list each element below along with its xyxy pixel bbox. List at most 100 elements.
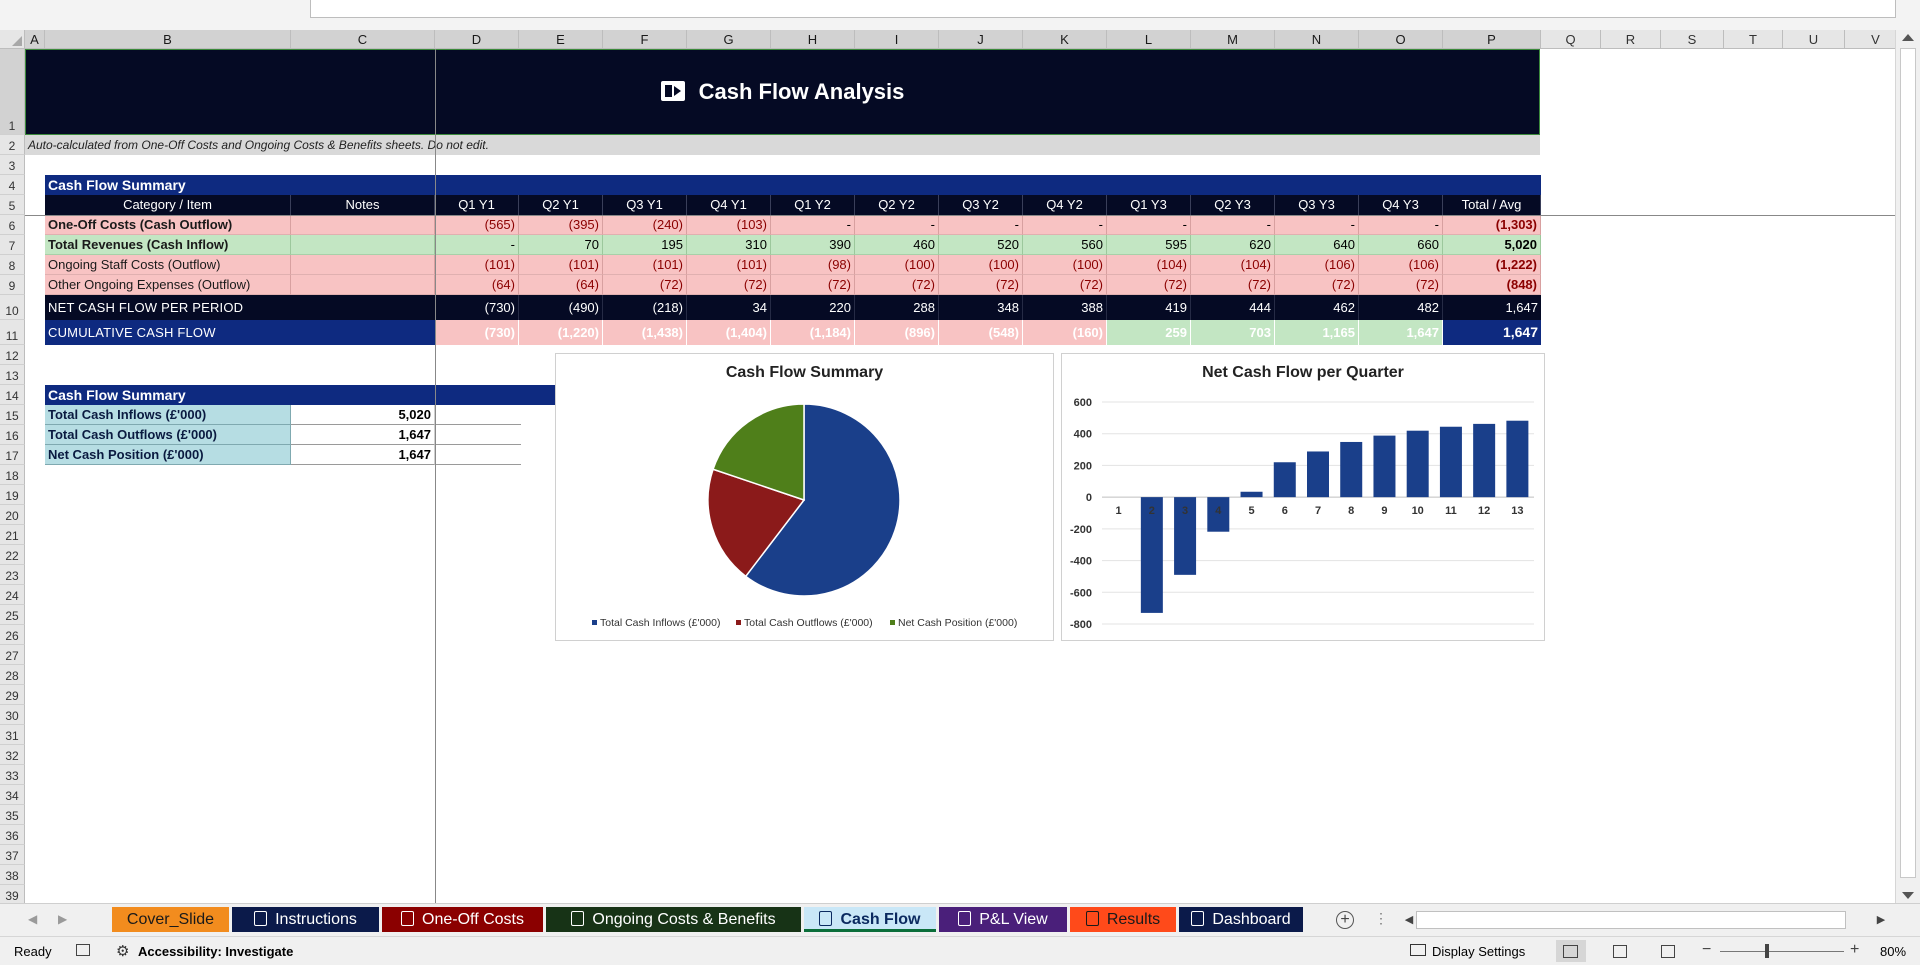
cumulative-value-cell[interactable]: (896): [855, 320, 939, 345]
bar-10[interactable]: [1406, 430, 1429, 498]
table-col-header[interactable]: Total / Avg: [1443, 195, 1541, 215]
value-cell[interactable]: 660: [1359, 235, 1443, 255]
row-header-25[interactable]: 25: [0, 605, 25, 625]
zoom-level[interactable]: 80%: [1880, 944, 1907, 959]
column-header-F[interactable]: F: [603, 30, 687, 49]
summary-label[interactable]: Total Cash Outflows (£'000): [45, 425, 291, 445]
column-header-O[interactable]: O: [1359, 30, 1443, 49]
value-cell[interactable]: (395): [519, 215, 603, 235]
bar-5[interactable]: [1240, 491, 1263, 498]
row-header-35[interactable]: 35: [0, 805, 25, 825]
cumulative-value-cell[interactable]: 1,165: [1275, 320, 1359, 345]
table-col-header[interactable]: Q2 Y1: [519, 195, 603, 215]
sheet-tab-one-off-costs[interactable]: One-Off Costs: [382, 907, 543, 932]
value-cell[interactable]: 640: [1275, 235, 1359, 255]
value-cell[interactable]: -: [939, 215, 1023, 235]
value-cell[interactable]: (72): [939, 275, 1023, 295]
cumulative-value-cell[interactable]: 259: [1107, 320, 1191, 345]
bar-6[interactable]: [1273, 462, 1296, 498]
value-cell[interactable]: -: [1191, 215, 1275, 235]
value-cell[interactable]: (72): [603, 275, 687, 295]
total-cell[interactable]: (1,303): [1443, 215, 1541, 235]
value-cell[interactable]: 520: [939, 235, 1023, 255]
bar-9[interactable]: [1373, 435, 1396, 498]
column-header-C[interactable]: C: [291, 30, 435, 49]
zoom-in-icon[interactable]: +: [1850, 941, 1860, 958]
row-header-38[interactable]: 38: [0, 865, 25, 885]
row-header-39[interactable]: 39: [0, 885, 25, 905]
row-header-27[interactable]: 27: [0, 645, 25, 665]
value-cell[interactable]: (106): [1275, 255, 1359, 275]
zoom-out-icon[interactable]: −: [1702, 941, 1712, 958]
sheet-tab-results[interactable]: Results: [1070, 907, 1176, 932]
net-cash-flow-label[interactable]: NET CASH FLOW PER PERIOD: [45, 295, 435, 320]
table-col-header[interactable]: Q1 Y3: [1107, 195, 1191, 215]
value-cell[interactable]: -: [435, 235, 519, 255]
total-cell[interactable]: (1,222): [1443, 255, 1541, 275]
value-cell[interactable]: (72): [1023, 275, 1107, 295]
pie-slice-1[interactable]: [744, 403, 901, 597]
page-break-icon[interactable]: [1661, 945, 1675, 958]
value-cell[interactable]: (101): [603, 255, 687, 275]
table-col-header[interactable]: Q3 Y3: [1275, 195, 1359, 215]
display-settings-icon[interactable]: [1410, 944, 1426, 956]
value-cell[interactable]: (64): [519, 275, 603, 295]
more-options-icon[interactable]: ⋮: [1374, 910, 1388, 926]
net-value-cell[interactable]: 348: [939, 295, 1023, 320]
net-value-cell[interactable]: 419: [1107, 295, 1191, 320]
table-col-header[interactable]: Notes: [291, 195, 435, 215]
value-cell[interactable]: (98): [771, 255, 855, 275]
table-col-header[interactable]: Q4 Y1: [687, 195, 771, 215]
value-cell[interactable]: 70: [519, 235, 603, 255]
notes-cell[interactable]: [291, 255, 435, 275]
cumulative-total-cell[interactable]: 1,647: [1443, 320, 1541, 345]
value-cell[interactable]: (64): [435, 275, 519, 295]
scroll-up-icon[interactable]: [1902, 34, 1914, 41]
column-header-S[interactable]: S: [1661, 30, 1724, 49]
cumulative-value-cell[interactable]: (548): [939, 320, 1023, 345]
row-header-12[interactable]: 12: [0, 345, 25, 365]
row-header-28[interactable]: 28: [0, 665, 25, 685]
display-settings[interactable]: Display Settings: [1432, 944, 1526, 959]
table-col-header[interactable]: Q2 Y3: [1191, 195, 1275, 215]
column-header-E[interactable]: E: [519, 30, 603, 49]
cumulative-value-cell[interactable]: (1,220): [519, 320, 603, 345]
net-value-cell[interactable]: 482: [1359, 295, 1443, 320]
table-col-header[interactable]: Q4 Y3: [1359, 195, 1443, 215]
summary-label[interactable]: Total Cash Inflows (£'000): [45, 405, 291, 425]
net-value-cell[interactable]: 388: [1023, 295, 1107, 320]
value-cell[interactable]: -: [1107, 215, 1191, 235]
column-header-H[interactable]: H: [771, 30, 855, 49]
accessibility-status[interactable]: Accessibility: Investigate: [138, 944, 294, 959]
value-cell[interactable]: (72): [1191, 275, 1275, 295]
cumulative-value-cell[interactable]: (730): [435, 320, 519, 345]
row-label[interactable]: Total Revenues (Cash Inflow): [45, 235, 291, 255]
row-label[interactable]: Other Ongoing Expenses (Outflow): [45, 275, 291, 295]
bar-2[interactable]: [1140, 497, 1163, 613]
value-cell[interactable]: (100): [855, 255, 939, 275]
tab-scroll-right-icon[interactable]: ▶: [58, 912, 68, 926]
notes-cell[interactable]: [291, 235, 435, 255]
cumulative-value-cell[interactable]: 1,647: [1359, 320, 1443, 345]
value-cell[interactable]: (101): [687, 255, 771, 275]
bar-11[interactable]: [1439, 426, 1462, 498]
column-header-I[interactable]: I: [855, 30, 939, 49]
scroll-down-icon[interactable]: [1902, 892, 1914, 899]
summary-label[interactable]: Net Cash Position (£'000): [45, 445, 291, 465]
value-cell[interactable]: (72): [771, 275, 855, 295]
value-cell[interactable]: -: [771, 215, 855, 235]
cumulative-value-cell[interactable]: (1,438): [603, 320, 687, 345]
pie-chart[interactable]: Cash Flow Summary Total Cash Inflows (£'…: [555, 353, 1054, 641]
page-layout-icon[interactable]: [1613, 945, 1627, 958]
net-value-cell[interactable]: 462: [1275, 295, 1359, 320]
row-header-7[interactable]: 7: [0, 235, 25, 255]
row-header-5[interactable]: 5: [0, 195, 25, 215]
sheet-tab-dashboard[interactable]: Dashboard: [1179, 907, 1303, 932]
row-header-1[interactable]: 1: [0, 49, 25, 135]
row-label[interactable]: Ongoing Staff Costs (Outflow): [45, 255, 291, 275]
column-header-L[interactable]: L: [1107, 30, 1191, 49]
row-header-19[interactable]: 19: [0, 485, 25, 505]
value-cell[interactable]: 460: [855, 235, 939, 255]
notes-cell[interactable]: [291, 215, 435, 235]
net-value-cell[interactable]: 444: [1191, 295, 1275, 320]
